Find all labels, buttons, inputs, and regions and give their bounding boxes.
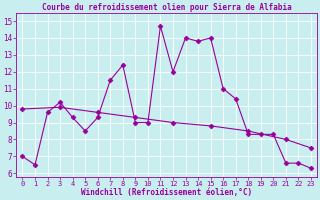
X-axis label: Windchill (Refroidissement éolien,°C): Windchill (Refroidissement éolien,°C) (81, 188, 252, 197)
Title: Courbe du refroidissement olien pour Sierra de Alfabia: Courbe du refroidissement olien pour Sie… (42, 3, 292, 12)
